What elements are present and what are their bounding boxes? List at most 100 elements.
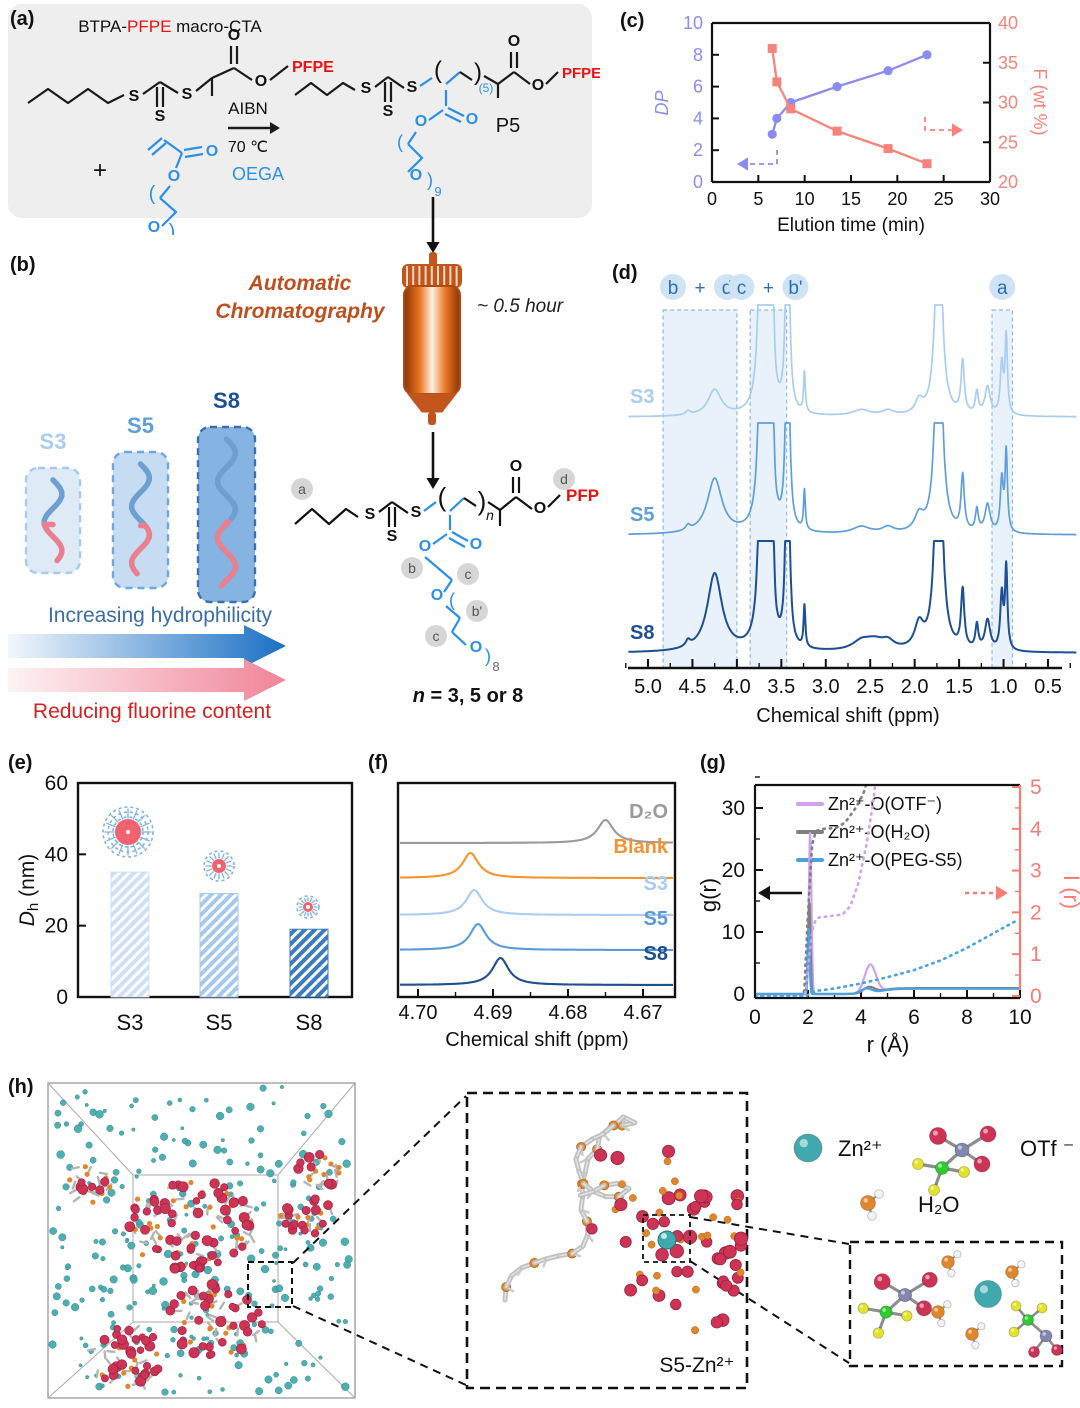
water-legend-label: H₂O [918,1192,960,1217]
region-label-token: b' [788,278,802,299]
y-left-tick: 10 [683,13,703,33]
paren: ( [449,590,455,610]
x-tick: 30 [980,189,1000,209]
oxygen-label: O [419,538,431,555]
panel-label-d: (d) [612,262,638,284]
subscript-nine: 9 [176,234,183,235]
nmr-traces [400,818,673,986]
fluorine-label: Reducing fluorine content [33,700,271,723]
oxygen-label: O [148,219,160,235]
sulfur-label: S [129,88,140,105]
x-tick: 5 [753,189,763,209]
x-tick: 2.0 [901,676,929,698]
y-right-tick: 0 [1030,985,1042,1008]
n-equation: n = 3, 5 or 8 [413,685,524,707]
x-tick: 20 [887,189,907,209]
x-tick: 8 [961,1006,973,1029]
paren: ) [474,59,482,86]
region-label-token: d [722,278,733,299]
chromatography-column-icon [402,252,462,425]
sulfur-label: S [155,108,166,125]
oxygen-label: O [470,639,482,656]
sulfur-label: S [365,506,376,523]
proton-tag-d: d [560,471,568,487]
y-right-label: I (r) [1059,875,1080,909]
y-left-label: DP [652,90,672,115]
sulfur-label: S [411,504,422,521]
x-tick: 4.5 [679,676,707,698]
x-tick: 4.68 [549,1002,588,1024]
y-left-tick: 8 [693,45,703,65]
panel-label-g: (g) [700,752,726,774]
y-right-tick: 1 [1030,943,1042,966]
panel-d-nmr-stack: b + d c + b' a 5.0 4.5 4.0 3.5 3.0 2.5 2.0 1.5 1.0 0.5 Ch… [625,274,1078,727]
y-right-tick: 4 [1030,818,1042,841]
trace-label: S5 [630,504,654,526]
hydrophilicity-label: Increasing hydrophilicity [48,604,273,627]
x-ticks: 4.70 4.69 4.68 4.67 [399,989,663,1024]
y-right-tick: 20 [998,172,1018,192]
y-ticks: 0 20 40 60 [45,772,86,1009]
subscript-nine: 9 [434,184,441,199]
panel-label-c: (c) [620,10,645,32]
panel-label-f: (f) [368,752,388,774]
trace-label: Blank [614,836,669,858]
nmr-trace-s8: S8 [627,540,1078,654]
panel-label-h: (h) [8,1076,34,1098]
y-left-tick: 6 [693,77,703,97]
process-title-line1: Automatic [248,272,352,295]
hydrophilicity-arrow [8,625,286,667]
x-tick: 10 [795,189,815,209]
proton-tag-bp: b' [472,603,482,619]
paren: ) [478,486,487,516]
x-tick: 6 [908,1006,920,1029]
x-tick: 4.67 [624,1002,663,1024]
pfpe-label: PFPE [562,65,600,82]
region-label-token: c [737,278,747,299]
y-right-tick: 35 [998,53,1018,73]
region-label-token: + [763,278,774,299]
y-left-tick: 30 [722,797,745,820]
y-left-tick: 4 [693,108,703,128]
oxygen-label: O [532,77,544,94]
x-tick: 3.0 [812,676,840,698]
trace-label: S3 [644,873,668,895]
axis-pointer-arrows [737,117,963,171]
nmr-trace-s3: S3 [627,304,1077,418]
aibn-label: AIBN [228,99,268,118]
sample-box-s5: S5 [111,413,170,590]
sample-box-s8: S8 [196,388,257,604]
y-left-tick: 0 [733,983,745,1006]
x-tick: 0 [749,1006,761,1029]
polymer-aggregates [67,1149,342,1390]
panel-c-gpc-chart: 0 5 10 15 20 25 30 0 2 4 6 8 10 20 25 30 35 40 Elution tim… [652,13,1050,236]
region-label-token: + [694,278,705,299]
sulfur-label: S [182,86,193,103]
subscript-eight: 8 [492,659,499,674]
y-left-tick: 2 [693,140,703,160]
dp-series [767,50,932,139]
x-axis-label: Chemical shift (ppm) [445,1029,628,1051]
sulfur-label: S [383,103,394,120]
p5-label: P5 [496,115,520,137]
y-right-tick: 3 [1030,860,1042,883]
sample-name: S8 [213,388,240,413]
nmr-trace-s5: S5 [627,422,1077,536]
y-axis-label: Dh (nm) [16,854,42,927]
macro-cta-title: BTPA-PFPE macro-CTA [78,17,262,36]
oxygen-label: O [470,536,482,553]
paren: ( [438,482,447,512]
otf-legend-label: OTf ⁻ [1020,1136,1074,1161]
y-tick: 60 [45,772,68,795]
x-axis-label: Elution time (min) [777,215,925,236]
y-right-tick: 25 [998,132,1018,152]
proton-tag-c: c [465,566,472,582]
oxygen-label: O [415,113,427,130]
oega-monomer: + O O (O)9 OEGA [93,137,284,235]
paren: ) [485,646,491,666]
x-tick: 4 [855,1006,867,1029]
legend-entry: Zn²⁺-O(H₂O) [828,822,930,842]
proton-tag-a: a [298,481,306,497]
